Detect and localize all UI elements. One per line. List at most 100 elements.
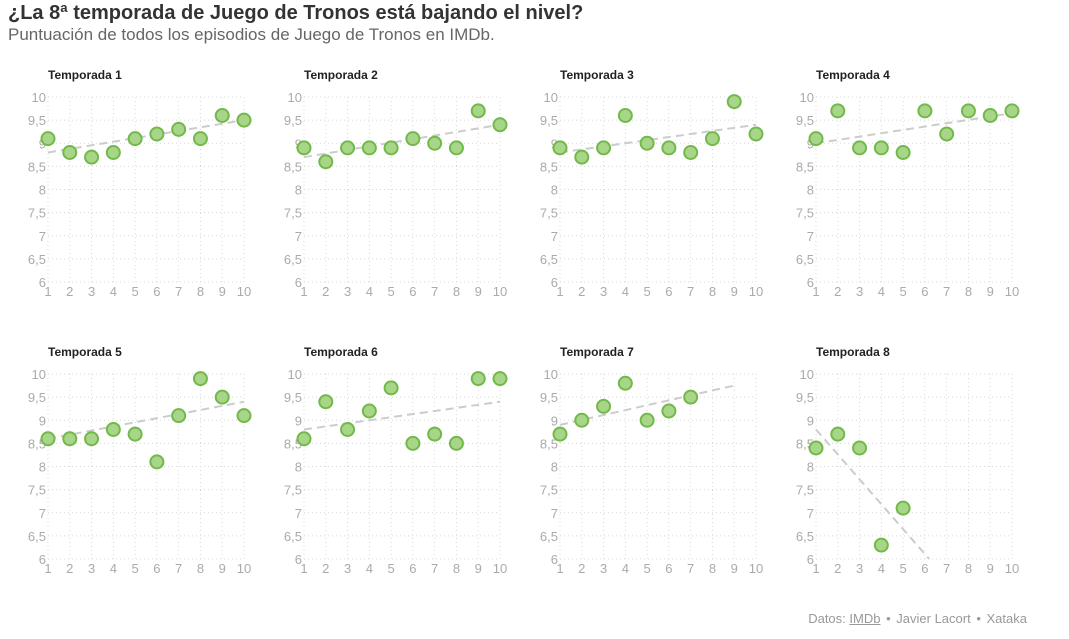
x-tick-label: 3	[600, 561, 607, 576]
data-point[interactable]	[873, 140, 889, 156]
data-point[interactable]	[873, 537, 889, 553]
data-point[interactable]	[127, 426, 143, 442]
y-tick-label: 6	[551, 552, 558, 567]
data-point[interactable]	[171, 408, 187, 424]
x-tick-label: 6	[665, 561, 672, 576]
data-point[interactable]	[149, 126, 165, 142]
data-point[interactable]	[852, 440, 868, 456]
data-point[interactable]	[105, 145, 121, 160]
x-tick-label: 4	[878, 284, 885, 299]
data-point[interactable]	[340, 140, 356, 156]
data-point[interactable]	[318, 154, 334, 170]
data-point[interactable]	[574, 149, 590, 165]
x-tick-label: 1	[556, 561, 563, 576]
x-tick-label: 9	[219, 561, 226, 576]
data-point[interactable]	[296, 431, 312, 447]
data-point[interactable]	[830, 103, 846, 119]
data-point[interactable]	[982, 108, 998, 123]
data-point[interactable]	[127, 131, 143, 147]
data-point[interactable]	[427, 135, 443, 151]
data-point[interactable]	[214, 108, 230, 123]
data-point[interactable]	[340, 422, 356, 437]
data-point[interactable]	[448, 435, 464, 451]
data-point[interactable]	[596, 140, 612, 156]
data-point[interactable]	[939, 126, 955, 142]
trend-line	[559, 384, 735, 426]
data-point[interactable]	[105, 422, 121, 437]
data-point[interactable]	[405, 435, 421, 451]
data-point[interactable]	[852, 140, 868, 156]
y-tick-label: 8,5	[540, 159, 558, 174]
y-tick-label: 9,5	[284, 113, 302, 128]
data-point[interactable]	[661, 403, 677, 419]
data-point[interactable]	[726, 94, 742, 110]
data-point[interactable]	[596, 398, 612, 414]
data-point[interactable]	[383, 140, 399, 156]
x-tick-label: 4	[366, 284, 373, 299]
data-point[interactable]	[62, 431, 78, 447]
data-point[interactable]	[639, 412, 655, 428]
y-tick-label: 6	[39, 275, 46, 290]
data-point[interactable]	[149, 454, 165, 470]
data-point[interactable]	[427, 426, 443, 442]
y-tick-label: 10	[32, 367, 46, 382]
data-point[interactable]	[40, 431, 56, 447]
data-point[interactable]	[448, 140, 464, 156]
y-tick-label: 10	[800, 90, 814, 105]
x-tick-label: 8	[965, 284, 972, 299]
data-point[interactable]	[895, 500, 911, 516]
data-point[interactable]	[236, 408, 252, 424]
data-point[interactable]	[617, 108, 633, 123]
data-point[interactable]	[895, 145, 911, 160]
data-point[interactable]	[84, 431, 100, 447]
data-point[interactable]	[296, 140, 312, 156]
data-point[interactable]	[361, 403, 377, 419]
page-subtitle: Puntuación de todos los episodios de Jue…	[8, 25, 495, 44]
data-point[interactable]	[405, 131, 421, 147]
data-point[interactable]	[192, 131, 208, 147]
data-point[interactable]	[492, 117, 508, 133]
data-point[interactable]	[960, 103, 976, 119]
data-point[interactable]	[808, 440, 824, 456]
data-point[interactable]	[492, 371, 508, 387]
data-point[interactable]	[318, 394, 334, 410]
panel-title: Temporada 1	[48, 68, 122, 82]
data-point[interactable]	[639, 135, 655, 151]
data-point[interactable]	[704, 131, 720, 147]
data-point[interactable]	[661, 140, 677, 156]
data-point[interactable]	[171, 121, 187, 137]
data-point[interactable]	[383, 380, 399, 396]
data-point[interactable]	[683, 145, 699, 160]
data-point[interactable]	[62, 145, 78, 160]
source-link[interactable]: IMDb	[849, 611, 881, 626]
data-point[interactable]	[917, 103, 933, 119]
x-tick-label: 1	[812, 284, 819, 299]
data-point[interactable]	[214, 389, 230, 405]
x-tick-label: 6	[665, 284, 672, 299]
data-point[interactable]	[683, 389, 699, 405]
data-point[interactable]	[361, 140, 377, 156]
x-tick-label: 3	[344, 284, 351, 299]
data-point[interactable]	[830, 426, 846, 442]
data-point[interactable]	[470, 103, 486, 119]
data-point[interactable]	[84, 149, 100, 165]
x-tick-label: 6	[921, 561, 928, 576]
y-tick-label: 7	[39, 229, 46, 244]
data-point[interactable]	[748, 126, 764, 142]
data-point[interactable]	[192, 371, 208, 387]
data-point[interactable]	[552, 140, 568, 156]
data-point[interactable]	[617, 375, 633, 391]
x-tick-label: 10	[237, 561, 251, 576]
data-point[interactable]	[574, 412, 590, 428]
data-point[interactable]	[808, 131, 824, 147]
data-point[interactable]	[470, 371, 486, 387]
data-point[interactable]	[236, 112, 252, 128]
x-tick-label: 5	[387, 561, 394, 576]
y-tick-label: 6,5	[796, 529, 814, 544]
data-point[interactable]	[552, 426, 568, 442]
data-point[interactable]	[1004, 103, 1020, 119]
data-point[interactable]	[40, 131, 56, 147]
y-tick-label: 10	[32, 90, 46, 105]
